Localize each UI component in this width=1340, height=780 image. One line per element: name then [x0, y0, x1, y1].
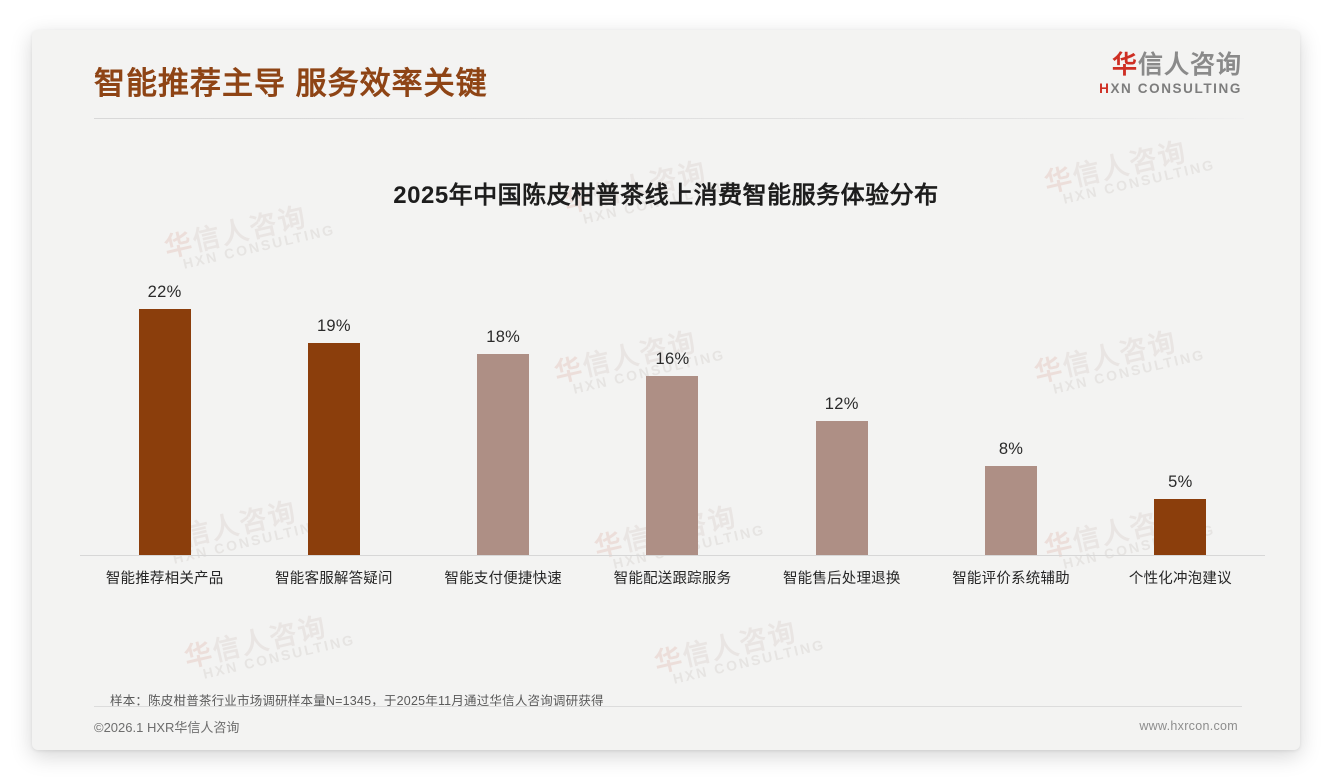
x-axis-label: 智能推荐相关产品	[105, 571, 224, 587]
bar-column: 16%	[588, 275, 757, 555]
x-axis-labels: 智能推荐相关产品 智能客服解答疑问 智能支付便捷快速 智能配送跟踪服务 智能售后处理退换…	[80, 567, 1265, 588]
slide-card: 华信人咨询 HXN CONSULTING 华信人咨询 HXN CONSULTIN…	[32, 30, 1300, 750]
bar-rect	[646, 376, 699, 555]
bar-column: 19%	[249, 275, 418, 555]
logo-en-rest: XN CONSULTING	[1110, 80, 1242, 96]
watermark-en: HXN CONSULTING	[181, 221, 337, 273]
bar-column: 8%	[926, 275, 1095, 555]
logo-english: HXN CONSULTING	[1099, 81, 1242, 96]
footer-website[interactable]: www.hxrcon.com	[1139, 719, 1238, 733]
bar-value-label: 19%	[316, 317, 351, 335]
header-divider	[94, 118, 1244, 119]
watermark-en: HXN CONSULTING	[671, 636, 827, 688]
bar-rect	[138, 309, 191, 555]
logo-en-red: H	[1099, 80, 1111, 96]
bar-column: 12%	[757, 275, 926, 555]
watermark-cn-red: 华	[161, 227, 197, 264]
brand-logo: 华信人咨询 HXN CONSULTING	[1099, 51, 1242, 96]
logo-chinese: 华信人咨询	[1099, 51, 1242, 80]
bar-chart-plot-area: 22% 19% 18% 16% 12% 8% 5%	[80, 275, 1265, 555]
watermark-cn-rest: 信人咨询	[210, 611, 330, 667]
logo-cn-rest: 信人咨询	[1137, 51, 1242, 79]
bar-rect	[477, 354, 530, 555]
x-axis-label: 智能评价系统辅助	[952, 571, 1070, 587]
watermark-cn-rest: 信人咨询	[680, 616, 800, 672]
watermark-cn-red: 华	[651, 642, 687, 679]
x-axis-line	[80, 555, 1265, 556]
bar-rect	[307, 343, 360, 555]
bar-value-label: 8%	[998, 440, 1024, 458]
slide-header: 智能推荐主导 服务效率关键 华信人咨询 HXN CONSULTING	[32, 30, 1300, 116]
watermark: 华信人咨询 HXN CONSULTING	[652, 612, 827, 690]
watermark-en: HXN CONSULTING	[201, 631, 357, 683]
logo-cn-red: 华	[1111, 51, 1138, 79]
footer-divider	[94, 706, 1242, 707]
chart-footnote: 样本：陈皮柑普茶行业市场调研样本量N=1345，于2025年11月通过华信人咨询…	[110, 694, 604, 708]
bar-value-label: 18%	[486, 328, 521, 346]
bar-rect	[985, 466, 1038, 555]
chart-title: 2025年中国陈皮柑普茶线上消费智能服务体验分布	[393, 182, 939, 209]
footer-copyright: ©2026.1 HXR华信人咨询	[94, 720, 240, 735]
x-axis-label: 个性化冲泡建议	[1128, 571, 1232, 587]
x-axis-label: 智能售后处理退换	[782, 571, 901, 587]
page-title: 智能推荐主导 服务效率关键	[94, 66, 488, 101]
bar-series: 22% 19% 18% 16% 12% 8% 5%	[80, 275, 1265, 555]
watermark-cn-red: 华	[181, 637, 217, 674]
bar-column: 5%	[1096, 275, 1265, 555]
bar-value-label: 12%	[824, 395, 859, 413]
bar-value-label: 16%	[655, 350, 690, 368]
bar-rect	[1154, 499, 1207, 555]
x-axis-label: 智能配送跟踪服务	[613, 571, 732, 587]
x-axis-label: 智能客服解答疑问	[275, 571, 393, 587]
bar-value-label: 22%	[147, 283, 182, 301]
bar-column: 18%	[419, 275, 588, 555]
bar-column: 22%	[80, 275, 249, 555]
watermark: 华信人咨询 HXN CONSULTING	[182, 607, 357, 685]
bar-value-label: 5%	[1168, 473, 1193, 491]
bar-rect	[815, 421, 868, 555]
x-axis-label: 智能支付便捷快速	[444, 571, 562, 587]
